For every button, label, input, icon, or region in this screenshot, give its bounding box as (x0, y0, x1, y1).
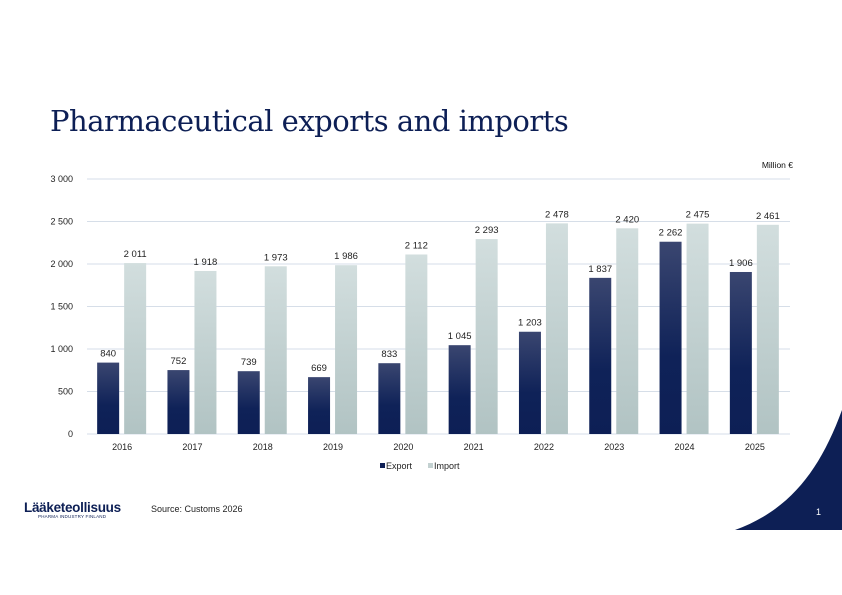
import-data-label: 1 973 (264, 252, 288, 263)
export-bar (378, 363, 401, 434)
import-bar (545, 223, 568, 434)
import-bar (686, 223, 709, 434)
import-bar (335, 265, 358, 434)
import-data-label: 2 475 (686, 210, 710, 221)
company-logo: Lääketeollisuus PHARMA INDUSTRY FINLAND (24, 500, 121, 519)
y-tick-label: 2 500 (50, 217, 73, 227)
import-bar (405, 254, 428, 434)
export-bar (448, 345, 471, 434)
export-bar (518, 331, 541, 434)
import-bar (475, 239, 498, 434)
page-number: 1 (816, 507, 822, 517)
logo-text: Lääketeollisuus (24, 500, 121, 515)
export-bar (729, 271, 752, 434)
x-tick-label: 2016 (112, 442, 132, 452)
export-bar (237, 371, 260, 434)
legend-swatch-import (428, 463, 433, 468)
x-tick-label: 2022 (534, 442, 554, 452)
legend-label-export: Export (386, 461, 413, 471)
legend-swatch-export (380, 463, 385, 468)
export-bar (97, 362, 120, 434)
export-bar (167, 370, 190, 434)
x-tick-label: 2021 (464, 442, 484, 452)
import-data-label: 2 112 (405, 240, 428, 251)
x-tick-label: 2024 (675, 442, 695, 452)
unit-label: Million € (762, 160, 793, 170)
import-data-label: 2 011 (124, 249, 147, 260)
export-data-label: 739 (241, 357, 257, 368)
y-tick-label: 3 000 (50, 174, 73, 184)
x-tick-label: 2017 (182, 442, 202, 452)
import-data-label: 2 478 (545, 209, 569, 220)
import-data-label: 2 420 (615, 214, 639, 225)
export-data-label: 1 837 (588, 264, 612, 275)
export-bar (589, 277, 612, 434)
y-tick-label: 1 500 (50, 302, 73, 312)
export-bar (659, 241, 682, 434)
source-note: Source: Customs 2026 (151, 504, 243, 514)
x-tick-label: 2025 (745, 442, 765, 452)
import-data-label: 1 918 (194, 257, 218, 268)
y-tick-label: 1 000 (50, 344, 73, 354)
logo-subtext: PHARMA INDUSTRY FINLAND (38, 514, 107, 519)
y-tick-label: 500 (58, 387, 73, 397)
x-tick-label: 2023 (604, 442, 624, 452)
export-bar (308, 377, 331, 434)
slide-title: Pharmaceutical exports and imports (50, 104, 569, 138)
export-data-label: 1 203 (518, 318, 542, 329)
import-bar (616, 228, 639, 434)
x-tick-label: 2020 (393, 442, 413, 452)
export-data-label: 752 (171, 356, 187, 367)
export-data-label: 2 262 (659, 228, 683, 239)
import-bar (194, 270, 217, 434)
import-data-label: 2 461 (756, 211, 780, 222)
x-tick-label: 2018 (253, 442, 273, 452)
import-bar (264, 266, 287, 434)
y-tick-label: 2 000 (50, 259, 73, 269)
legend-label-import: Import (434, 461, 460, 471)
y-tick-label: 0 (68, 429, 73, 439)
export-data-label: 833 (381, 349, 397, 360)
import-bar (124, 263, 147, 434)
import-data-label: 1 986 (334, 251, 358, 262)
export-data-label: 669 (311, 363, 327, 374)
import-bar (756, 224, 779, 434)
export-data-label: 1 906 (729, 258, 753, 269)
import-data-label: 2 293 (475, 225, 499, 236)
export-data-label: 840 (100, 349, 116, 360)
x-tick-label: 2019 (323, 442, 343, 452)
legend: Export Import (380, 461, 460, 471)
export-data-label: 1 045 (448, 331, 472, 342)
